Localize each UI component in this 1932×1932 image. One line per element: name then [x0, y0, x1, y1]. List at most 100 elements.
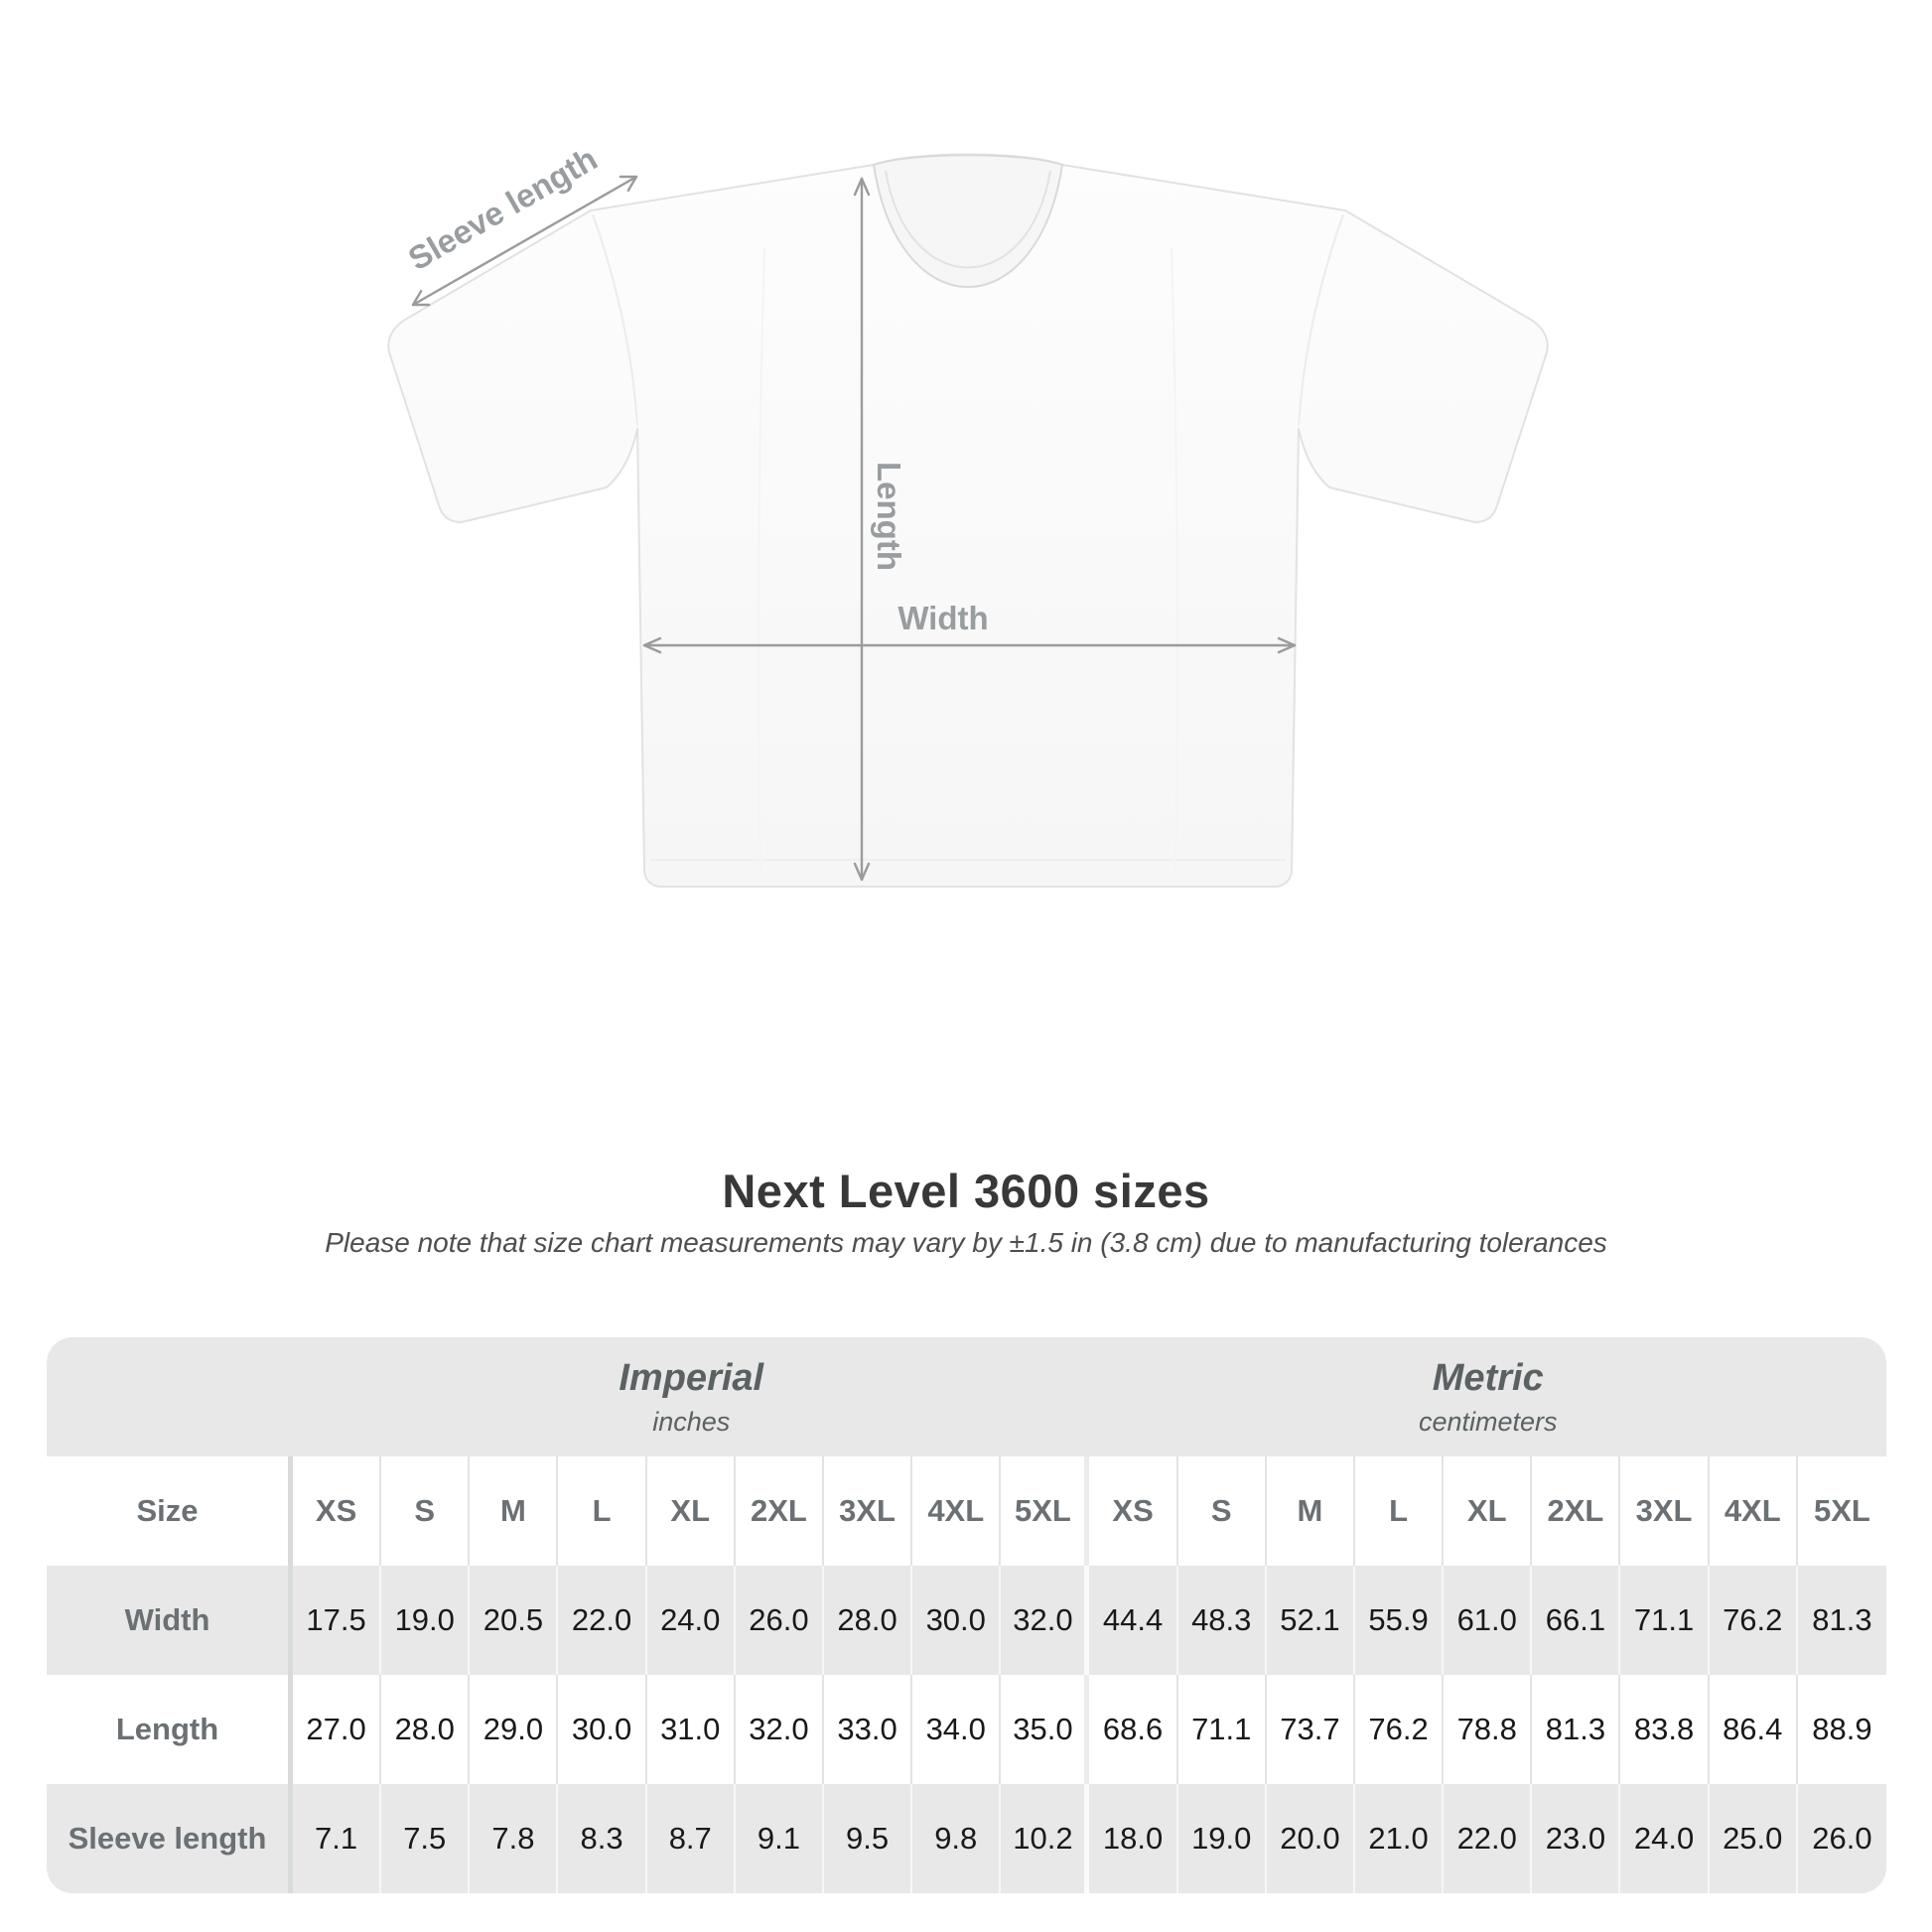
value-cell: 76.2 — [1355, 1675, 1445, 1784]
unit-label: Imperial — [619, 1356, 764, 1399]
unit-sublabel: centimeters — [1418, 1406, 1558, 1437]
value-cell: 88.9 — [1812, 1712, 1872, 1746]
value-cell: 48.3 — [1178, 1566, 1267, 1675]
value-cell: 34.0 — [912, 1675, 1002, 1784]
value-cell: 18.0 — [1089, 1784, 1178, 1893]
table-row: Length 27.0 28.0 29.0 30.0 31.0 32.0 33.0 34.0 35… — [47, 1675, 1886, 1784]
column-header: XL — [647, 1456, 736, 1566]
value-cell: 9.1 — [736, 1784, 824, 1893]
value-cell: 55.9 — [1355, 1566, 1445, 1675]
column-header: 4XL — [1710, 1456, 1798, 1566]
unit-header-imperial: Imperial inches — [47, 1337, 1090, 1456]
value-cell: 26.0 — [736, 1566, 824, 1675]
column-header: 2XL — [1532, 1456, 1621, 1566]
value-cell: 21.0 — [1355, 1784, 1445, 1893]
tshirt-graphic — [387, 153, 1549, 888]
value-cell: 28.0 — [824, 1566, 913, 1675]
value-cell: 73.7 — [1267, 1675, 1355, 1784]
column-header: L — [1355, 1456, 1445, 1566]
value-cell: 32.0 — [1001, 1566, 1090, 1675]
value-cell: 8.3 — [558, 1784, 647, 1893]
value-cell: 26.0 — [1812, 1821, 1872, 1856]
collar — [872, 154, 1064, 288]
row-label: Length — [47, 1675, 293, 1784]
value-cell: 22.0 — [558, 1566, 647, 1675]
value-cell: 52.1 — [1267, 1566, 1355, 1675]
column-header: 4XL — [912, 1456, 1002, 1566]
collar-rib-seam — [885, 170, 1051, 269]
value-cell: 19.0 — [381, 1566, 471, 1675]
column-header: 5XL — [1813, 1493, 1870, 1528]
table-grid: Size XS S M L XL 2XL 3XL 4XL 5XL XS S M L XL 2XL 3XL 4XL 5… — [47, 1456, 1886, 1893]
value-cell: 22.0 — [1444, 1784, 1533, 1893]
column-header: 3XL — [1620, 1456, 1710, 1566]
value-cell: 7.8 — [470, 1784, 559, 1893]
length-arrow — [853, 177, 871, 882]
shirt-seams — [592, 213, 1344, 875]
value-cell: 44.4 — [1089, 1566, 1178, 1675]
row-label: Sleeve length — [47, 1784, 293, 1893]
value-cell: 19.0 — [1178, 1784, 1267, 1893]
value-cell: 35.0 — [1001, 1675, 1090, 1784]
table-row: Size XS S M L XL 2XL 3XL 4XL 5XL XS S M L XL 2XL 3XL 4XL 5… — [47, 1456, 1886, 1566]
value-cell: 24.0 — [647, 1566, 736, 1675]
column-header: L — [558, 1456, 647, 1566]
length-label: Length — [871, 462, 907, 571]
column-header: M — [1267, 1456, 1355, 1566]
column-header: XS — [1089, 1456, 1178, 1566]
value-cell: 9.8 — [912, 1784, 1002, 1893]
value-cell: 81.3 — [1532, 1675, 1621, 1784]
value-cell: 28.0 — [381, 1675, 471, 1784]
column-header: 3XL — [824, 1456, 913, 1566]
unit-header-band: Imperial inches Metric centimeters — [47, 1337, 1886, 1456]
value-cell: 10.2 — [1001, 1784, 1090, 1893]
value-cell: 71.1 — [1178, 1675, 1267, 1784]
table-row: Width 17.5 19.0 20.5 22.0 24.0 26.0 28.0 30.0 32.… — [47, 1566, 1886, 1675]
value-cell: 29.0 — [470, 1675, 559, 1784]
size-table: Imperial inches Metric centimeters Size X… — [47, 1337, 1886, 1893]
value-cell: 71.1 — [1620, 1566, 1710, 1675]
tshirt-diagram: Sleeve length Length Width — [387, 140, 1549, 888]
value-cell: 86.4 — [1710, 1675, 1798, 1784]
value-cell: 31.0 — [647, 1675, 736, 1784]
column-header: M — [470, 1456, 559, 1566]
size-header: Size — [47, 1456, 293, 1566]
value-cell: 68.6 — [1089, 1675, 1178, 1784]
value-cell: 76.2 — [1710, 1566, 1798, 1675]
value-cell: 24.0 — [1620, 1784, 1710, 1893]
value-cell: 32.0 — [736, 1675, 824, 1784]
page-title: Next Level 3600 sizes — [722, 1165, 1210, 1217]
column-header: XL — [1444, 1456, 1533, 1566]
value-cell: 20.0 — [1267, 1784, 1355, 1893]
unit-sublabel: inches — [652, 1406, 731, 1437]
value-cell: 30.0 — [912, 1566, 1002, 1675]
value-cell: 25.0 — [1710, 1784, 1798, 1893]
value-cell: 8.7 — [647, 1784, 736, 1893]
value-cell: 23.0 — [1532, 1784, 1621, 1893]
value-cell: 61.0 — [1444, 1566, 1533, 1675]
value-cell: 7.1 — [293, 1784, 382, 1893]
page-subtitle: Please note that size chart measurements… — [325, 1227, 1607, 1258]
unit-label: Metric — [1432, 1356, 1544, 1399]
value-cell: 17.5 — [293, 1566, 382, 1675]
value-cell: 33.0 — [824, 1675, 913, 1784]
unit-header-metric: Metric centimeters — [1090, 1337, 1887, 1456]
value-cell: 7.5 — [381, 1784, 471, 1893]
column-header: S — [1178, 1456, 1267, 1566]
value-cell: 81.3 — [1812, 1602, 1872, 1637]
column-header: S — [381, 1456, 471, 1566]
value-cell: 83.8 — [1620, 1675, 1710, 1784]
table-row: Sleeve length 7.1 7.5 7.8 8.3 8.7 9.1 9.5 9.8 10.… — [47, 1784, 1886, 1893]
width-arrow — [642, 636, 1297, 654]
value-cell: 27.0 — [293, 1675, 382, 1784]
value-cell: 78.8 — [1444, 1675, 1533, 1784]
value-cell: 20.5 — [470, 1566, 559, 1675]
column-header: XS — [293, 1456, 382, 1566]
value-cell: 66.1 — [1532, 1566, 1621, 1675]
row-label: Width — [47, 1566, 293, 1675]
sleeve-length-arrow — [411, 175, 638, 307]
value-cell: 9.5 — [824, 1784, 913, 1893]
width-label: Width — [897, 600, 988, 636]
value-cell: 30.0 — [558, 1675, 647, 1784]
